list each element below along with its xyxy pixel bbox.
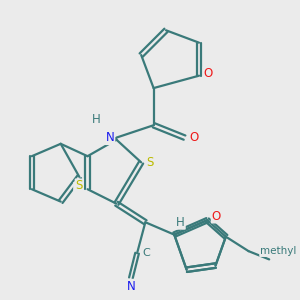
Text: S: S (147, 156, 154, 169)
Text: H: H (92, 112, 100, 125)
Text: S: S (76, 179, 83, 192)
Text: O: O (212, 209, 221, 223)
Text: O: O (203, 67, 213, 80)
Text: C: C (142, 248, 150, 258)
Text: H: H (176, 216, 185, 229)
Text: N: N (74, 183, 83, 196)
Text: methyl: methyl (260, 246, 296, 256)
Text: O: O (189, 131, 198, 144)
Text: N: N (127, 280, 135, 293)
Text: N: N (106, 131, 114, 144)
